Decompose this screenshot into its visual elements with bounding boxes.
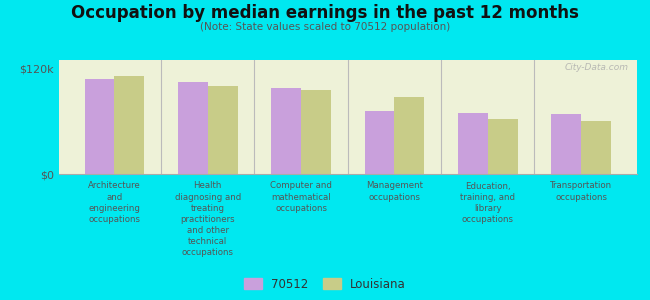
Text: Occupation by median earnings in the past 12 months: Occupation by median earnings in the pas… [71, 4, 579, 22]
Bar [395, 97, 424, 174]
Bar [301, 90, 331, 174]
Text: Management
occupations: Management occupations [366, 182, 423, 202]
Bar [178, 82, 208, 174]
Bar [208, 86, 238, 174]
Text: (Note: State values scaled to 70512 population): (Note: State values scaled to 70512 popu… [200, 22, 450, 32]
Text: Transportation
occupations: Transportation occupations [550, 182, 612, 202]
Bar [365, 111, 395, 174]
Bar [114, 76, 144, 174]
Text: Computer and
mathematical
occupations: Computer and mathematical occupations [270, 182, 332, 213]
Bar [84, 79, 114, 174]
Text: City-Data.com: City-Data.com [564, 63, 629, 72]
Bar [458, 112, 488, 174]
Text: Health
diagnosing and
treating
practitioners
and other
technical
occupations: Health diagnosing and treating practitio… [175, 182, 241, 257]
Bar [551, 114, 581, 174]
Bar [581, 122, 611, 174]
Text: Architecture
and
engineering
occupations: Architecture and engineering occupations [88, 182, 141, 224]
Bar [271, 88, 301, 174]
Legend: 70512, Louisiana: 70512, Louisiana [240, 274, 410, 294]
Bar [488, 119, 517, 174]
Text: Education,
training, and
library
occupations: Education, training, and library occupat… [460, 182, 515, 224]
